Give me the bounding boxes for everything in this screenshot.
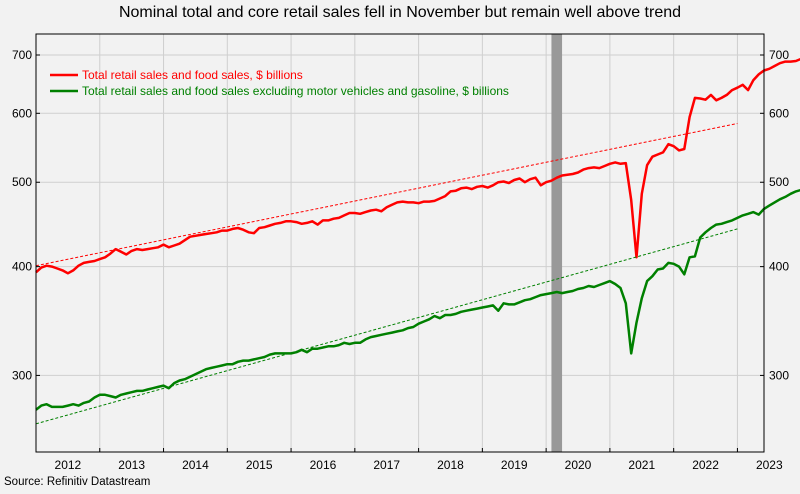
axes: 300 300 400 400 500 500 600 600 700 700 2012 2013 20… — [12, 33, 789, 472]
x-tick-label: 2016 — [310, 458, 337, 472]
y-tick-label-right: 600 — [769, 106, 789, 120]
recession-band — [551, 34, 563, 452]
series-line-0 — [35, 57, 800, 275]
x-tick-label: 2015 — [246, 458, 273, 472]
y-tick-label-right: 500 — [769, 175, 789, 189]
x-tick-label: 2017 — [373, 458, 400, 472]
trend-line-3 — [35, 228, 738, 425]
y-tick-label-right: 400 — [769, 260, 789, 274]
y-tick-label-left: 400 — [12, 260, 32, 274]
x-tick-label: 2018 — [437, 458, 464, 472]
y-tick-label-right: 700 — [769, 48, 789, 62]
x-tick-label: 2021 — [628, 458, 655, 472]
source-note: Source: Refinitiv Datastream — [4, 476, 151, 488]
legend: Total retail sales and food sales, $ bil… — [50, 68, 509, 98]
legend-label: Total retail sales and food sales exclud… — [82, 84, 509, 98]
trend-line-2 — [35, 123, 738, 267]
y-tick-label-left: 700 — [12, 48, 32, 62]
y-tick-label-left: 600 — [12, 106, 32, 120]
plot-border — [35, 33, 765, 453]
x-tick-label: 2019 — [501, 458, 528, 472]
x-tick-label: 2020 — [565, 458, 592, 472]
plot-background — [36, 34, 764, 452]
y-tick-label-right: 300 — [769, 368, 789, 382]
x-tick-label: 2023 — [756, 458, 783, 472]
chart-title: Nominal total and core retail sales fell… — [118, 4, 682, 21]
x-tick-label: 2022 — [692, 458, 719, 472]
x-tick-label: 2013 — [118, 458, 145, 472]
y-tick-label-left: 500 — [12, 175, 32, 189]
x-tick-label: 2014 — [182, 458, 209, 472]
series-line-1 — [35, 188, 800, 411]
y-tick-label-left: 300 — [12, 368, 32, 382]
x-tick-label: 2012 — [55, 458, 82, 472]
plot-area — [35, 34, 800, 452]
legend-label: Total retail sales and food sales, $ bil… — [82, 68, 303, 82]
